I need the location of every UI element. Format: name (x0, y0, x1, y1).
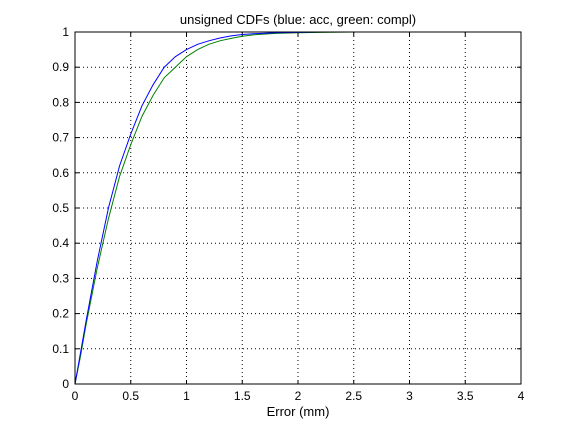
y-tick-label: 0.8 (52, 95, 69, 109)
x-tick-label: 1.5 (234, 389, 251, 403)
x-tick-label: 0.5 (122, 389, 139, 403)
y-tick-label: 0.3 (52, 271, 69, 285)
x-tick-label: 0 (72, 389, 79, 403)
plot-frame (74, 31, 522, 385)
y-tick-label: 0.6 (52, 166, 69, 180)
chart-title: unsigned CDFs (blue: acc, green: compl) (180, 12, 416, 27)
x-tick-label: 3.5 (457, 389, 474, 403)
x-tick-label: 4 (518, 389, 525, 403)
y-tick-label: 0.7 (52, 131, 69, 145)
y-tick-label: 0.9 (52, 60, 69, 74)
series-line-acc (74, 31, 321, 385)
x-tick-label: 3 (406, 389, 413, 403)
x-tick-label: 2.5 (345, 389, 362, 403)
y-tick-label: 0.2 (52, 307, 69, 321)
x-tick-label: 2 (295, 389, 302, 403)
y-tick-label: 0.5 (52, 201, 69, 215)
y-tick-labels: 0 0.1 0.2 0.3 0.4 0.5 0.6 0.7 0.8 0.9 1 (52, 25, 69, 391)
x-tick-labels: 0 0.5 1 1.5 2 2.5 3 3.5 4 (72, 389, 525, 403)
y-tick-label: 1 (62, 25, 69, 39)
grid (75, 32, 521, 384)
y-tick-label: 0.1 (52, 342, 69, 356)
x-tick-label: 1 (183, 389, 190, 403)
y-tick-label: 0 (62, 377, 69, 391)
y-tick-label: 0.4 (52, 236, 69, 250)
x-axis-label: Error (mm) (267, 404, 330, 419)
